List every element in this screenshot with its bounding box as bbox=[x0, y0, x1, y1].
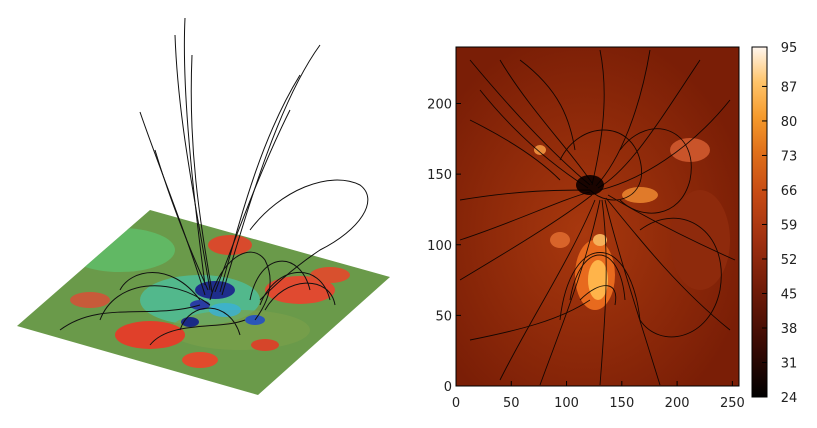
y-tick-label: 150 bbox=[427, 168, 452, 183]
colorbar-tick-label: 59 bbox=[781, 218, 798, 233]
left-panel-3d bbox=[17, 17, 390, 395]
colorbar-tick-label: 52 bbox=[781, 253, 798, 268]
right-panel-heatmap: 0 50 100 150 200 250 0 50 100 150 200 bbox=[427, 46, 745, 411]
y-tick-label: 50 bbox=[435, 309, 452, 324]
heatmap-features bbox=[459, 49, 736, 386]
x-tick-label: 100 bbox=[554, 396, 579, 411]
y-tick-label: 0 bbox=[444, 380, 452, 395]
heatmap-frame bbox=[455, 46, 740, 387]
x-tick-label: 150 bbox=[609, 396, 634, 411]
colorbar-ticks: 24 31 38 45 52 59 66 73 80 87 95 bbox=[762, 41, 797, 406]
x-tick-label: 0 bbox=[452, 396, 460, 411]
field-lines-3d bbox=[59, 17, 369, 346]
colorbar-tick-label: 31 bbox=[781, 356, 798, 371]
x-tick-label: 200 bbox=[665, 396, 690, 411]
field-lines-2d bbox=[459, 49, 736, 386]
colorbar-tick-label: 66 bbox=[781, 184, 798, 199]
colorbar-tick-label: 80 bbox=[781, 115, 798, 130]
colorbar-tick-label: 73 bbox=[781, 149, 798, 164]
x-tick-label: 250 bbox=[720, 396, 745, 411]
colorbar-tick-label: 95 bbox=[781, 41, 798, 56]
y-axis: 0 50 100 150 200 bbox=[427, 98, 461, 395]
y-tick-label: 100 bbox=[427, 239, 452, 254]
colorbar-tick-label: 45 bbox=[781, 287, 798, 302]
colorbar: 24 31 38 45 52 59 66 73 80 87 95 bbox=[751, 41, 797, 406]
y-tick-label: 200 bbox=[427, 98, 452, 113]
x-tick-label: 50 bbox=[503, 396, 520, 411]
colorbar-gradient bbox=[751, 46, 768, 398]
colorbar-tick-label: 87 bbox=[781, 80, 798, 95]
x-axis: 0 50 100 150 200 250 bbox=[452, 381, 745, 411]
colorbar-tick-label: 24 bbox=[781, 391, 798, 406]
colorbar-tick-label: 38 bbox=[781, 322, 798, 337]
